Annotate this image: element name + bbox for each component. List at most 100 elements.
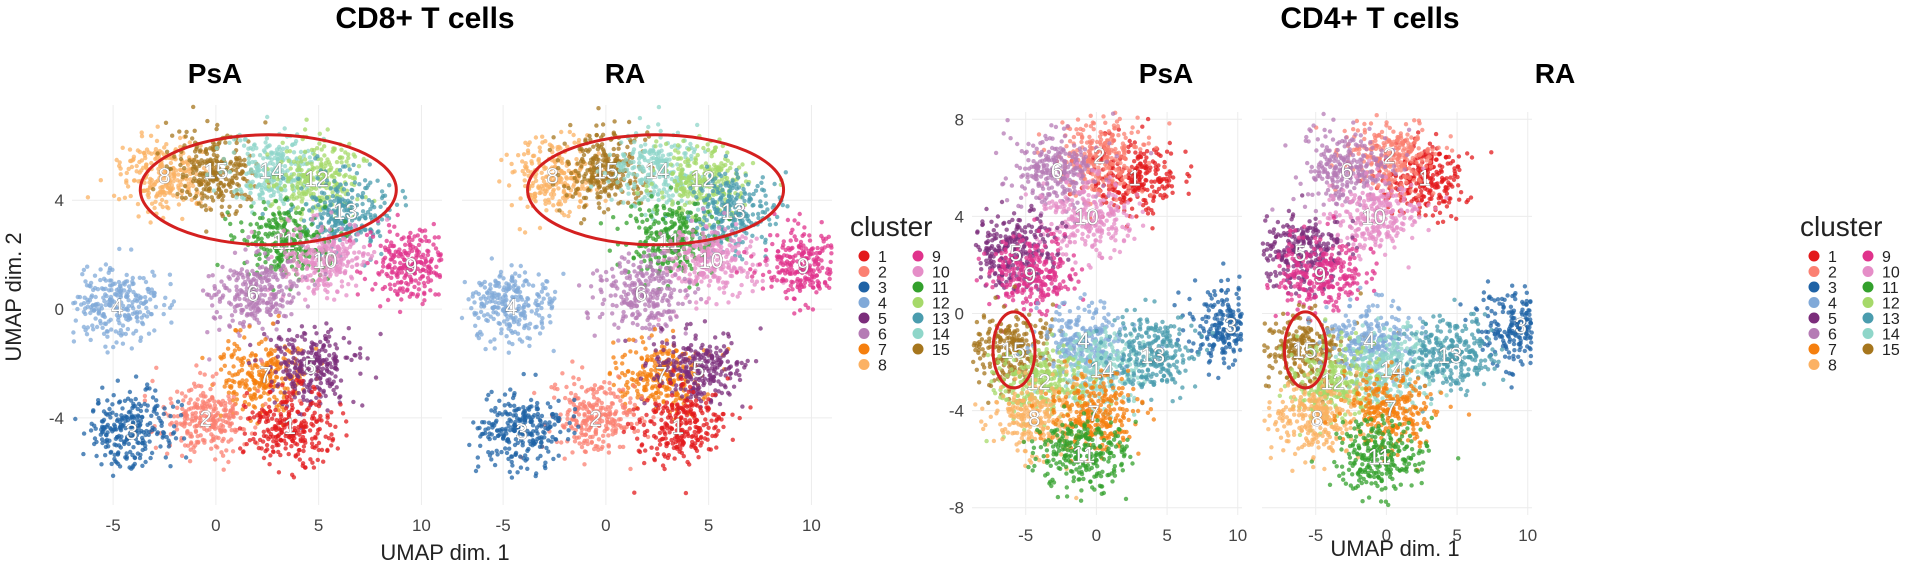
cell-point (695, 144, 700, 149)
cell-point (161, 430, 167, 436)
cell-point (175, 389, 180, 394)
cell-point (349, 357, 354, 363)
cell-point (326, 240, 331, 245)
cell-point (98, 318, 103, 324)
cell-point (307, 155, 312, 160)
cell-point (303, 297, 308, 302)
cell-point (527, 140, 532, 145)
cell-point (239, 171, 244, 176)
cell-point (287, 368, 292, 373)
cell-point (272, 155, 277, 161)
cell-point (233, 168, 239, 173)
cell-point (379, 195, 385, 201)
cell-point (305, 244, 311, 249)
cell-point (136, 304, 142, 309)
cell-point (187, 140, 192, 145)
cell-point (637, 115, 643, 121)
cell-point (199, 191, 205, 196)
cell-point (114, 412, 119, 418)
cell-point (337, 395, 342, 400)
cell-point (81, 267, 87, 273)
cell-point (140, 441, 145, 446)
cell-point (205, 181, 211, 187)
cell-point (128, 409, 133, 414)
cell-point (644, 184, 649, 189)
cell-point (131, 445, 136, 450)
cell-point (278, 345, 283, 350)
cell-point (331, 351, 337, 357)
cell-point (258, 414, 263, 419)
cell-point (118, 166, 123, 171)
cell-point (227, 323, 232, 328)
cd4-ra-title: RA (1534, 58, 1576, 89)
cell-point (140, 463, 145, 468)
cell-point (204, 229, 209, 234)
cell-point (125, 326, 131, 332)
cell-point (286, 158, 291, 164)
cell-point (567, 129, 572, 135)
cell-point (123, 331, 128, 337)
cell-point (203, 203, 208, 208)
cell-point (551, 203, 556, 208)
cell-point (226, 274, 231, 280)
cell-point (521, 152, 527, 157)
cell-point (332, 297, 337, 302)
cell-point (148, 176, 153, 182)
cell-point (382, 245, 388, 250)
cell-point (273, 370, 278, 375)
cell-point (603, 198, 608, 203)
cluster-label: 3 (125, 420, 137, 445)
cell-point (360, 403, 365, 408)
cell-point (149, 413, 154, 418)
cell-point (431, 221, 436, 227)
cell-point (304, 117, 309, 122)
cell-point (624, 167, 630, 172)
cell-point (158, 202, 163, 207)
cell-point (536, 158, 541, 163)
cell-point (268, 351, 274, 356)
cell-point (194, 154, 199, 159)
cell-point (180, 188, 185, 193)
cell-point (290, 186, 295, 192)
cell-point (227, 169, 233, 175)
cell-point (268, 269, 273, 274)
cell-point (302, 389, 307, 395)
cell-point (719, 166, 724, 171)
cell-point (244, 269, 250, 274)
cell-point (345, 191, 351, 197)
cell-point (98, 277, 103, 283)
cell-point (179, 391, 185, 396)
cell-point (168, 422, 173, 427)
cell-point (533, 178, 539, 183)
cell-point (237, 381, 242, 386)
cell-point (626, 191, 631, 196)
cell-point (93, 302, 99, 307)
cell-point (272, 259, 277, 264)
cell-point (581, 195, 587, 201)
cell-point (130, 465, 135, 470)
cell-point (231, 364, 236, 369)
cell-point (133, 396, 138, 402)
cell-point (574, 157, 579, 162)
cell-point (523, 166, 529, 171)
cell-point (311, 291, 317, 296)
cell-point (428, 288, 433, 293)
cell-point (419, 229, 425, 234)
cell-point (600, 122, 606, 127)
cell-point (588, 180, 593, 186)
cell-point (213, 457, 218, 462)
cell-point (431, 242, 436, 247)
cell-point (137, 275, 142, 280)
cell-point (370, 234, 376, 239)
cell-point (389, 270, 394, 275)
cell-point (100, 325, 105, 330)
cell-point (200, 399, 206, 404)
cell-point (114, 157, 119, 163)
cell-point (379, 251, 384, 257)
cell-point (181, 398, 186, 403)
cell-point (130, 158, 135, 163)
cell-point (190, 411, 195, 416)
cell-point (317, 141, 322, 146)
cell-point (540, 140, 545, 145)
cell-point (525, 148, 531, 153)
